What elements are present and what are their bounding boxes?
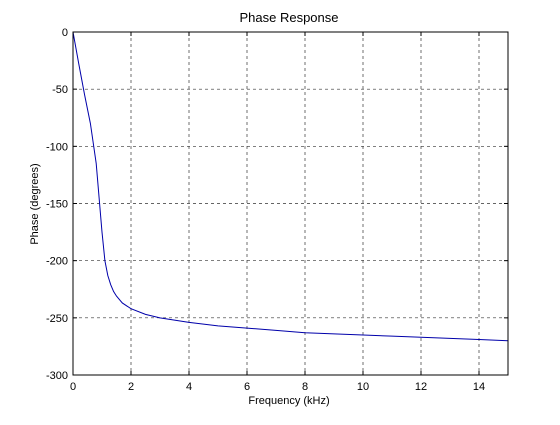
- y-tick-label: -200: [46, 256, 68, 268]
- x-tick-label: 0: [70, 381, 76, 393]
- x-tick-label: 12: [415, 381, 427, 393]
- y-tick-label: -250: [46, 313, 68, 325]
- y-tick-label: 0: [62, 27, 68, 39]
- x-tick-label: 2: [128, 381, 134, 393]
- x-tick-label: 14: [473, 381, 485, 393]
- y-axis-label: Phase (degrees): [29, 163, 41, 244]
- grid: [73, 32, 508, 375]
- y-tick-label: -300: [46, 370, 68, 382]
- axis-ticks: 0 2 4 6 8 10 12 14 0 -50 -100 -150 -200 -250 -300: [46, 27, 508, 393]
- x-tick-label: 10: [357, 381, 369, 393]
- x-axis-label: Frequency (kHz): [248, 395, 329, 407]
- y-tick-label: -100: [46, 141, 68, 153]
- y-tick-label: -150: [46, 199, 68, 211]
- x-tick-label: 4: [186, 381, 192, 393]
- x-tick-label: 8: [302, 381, 308, 393]
- series-line: [72, 31, 509, 342]
- x-tick-label: 6: [244, 381, 250, 393]
- y-tick-label: -50: [52, 84, 68, 96]
- chart-title: Phase Response: [239, 10, 338, 25]
